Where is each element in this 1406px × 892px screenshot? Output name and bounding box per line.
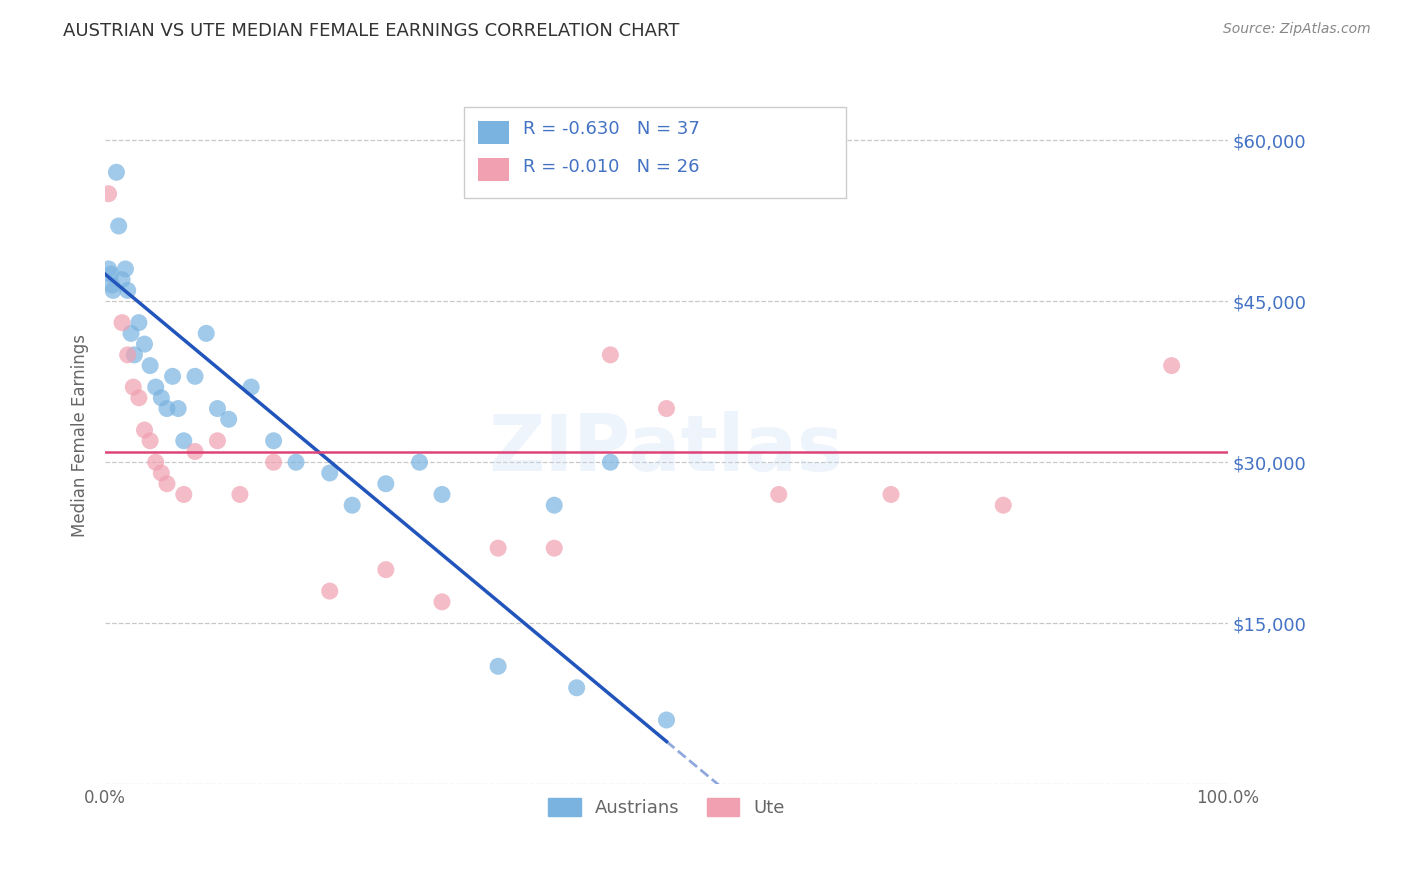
Point	[128, 391, 150, 405]
Point	[263, 455, 285, 469]
Point	[128, 316, 150, 330]
Point	[139, 359, 162, 373]
Point	[430, 487, 453, 501]
Point	[101, 284, 124, 298]
Point	[319, 584, 342, 599]
Point	[107, 219, 129, 233]
Point	[993, 498, 1015, 512]
Point	[173, 487, 195, 501]
Point	[430, 595, 453, 609]
Point	[156, 476, 179, 491]
Point	[218, 412, 240, 426]
Point	[768, 487, 790, 501]
Point	[880, 487, 903, 501]
Point	[599, 348, 621, 362]
Point	[117, 284, 139, 298]
Point	[655, 401, 678, 416]
Point	[173, 434, 195, 448]
Point	[263, 434, 285, 448]
Point	[134, 423, 156, 437]
Point	[167, 401, 190, 416]
Point	[139, 434, 162, 448]
Text: R = -0.630   N = 37: R = -0.630 N = 37	[523, 120, 700, 138]
Point	[134, 337, 156, 351]
Point	[101, 278, 124, 293]
Point	[156, 401, 179, 416]
Point	[207, 434, 229, 448]
Point	[565, 681, 588, 695]
Point	[97, 261, 120, 276]
Point	[124, 348, 146, 362]
Point	[229, 487, 252, 501]
Text: AUSTRIAN VS UTE MEDIAN FEMALE EARNINGS CORRELATION CHART: AUSTRIAN VS UTE MEDIAN FEMALE EARNINGS C…	[63, 22, 679, 40]
Point	[285, 455, 308, 469]
Point	[543, 541, 565, 556]
Point	[374, 563, 396, 577]
Point	[486, 541, 509, 556]
Point	[114, 261, 136, 276]
Y-axis label: Median Female Earnings: Median Female Earnings	[72, 334, 89, 537]
Point	[105, 165, 128, 179]
Text: Source: ZipAtlas.com: Source: ZipAtlas.com	[1223, 22, 1371, 37]
Point	[120, 326, 142, 341]
Point	[543, 498, 565, 512]
Point	[111, 273, 134, 287]
Point	[111, 316, 134, 330]
Point	[145, 455, 167, 469]
Point	[240, 380, 263, 394]
Point	[100, 268, 122, 282]
Legend: Austrians, Ute: Austrians, Ute	[541, 791, 792, 824]
Point	[184, 444, 207, 458]
Point	[117, 348, 139, 362]
Point	[150, 466, 173, 480]
Point	[150, 391, 173, 405]
Point	[162, 369, 184, 384]
FancyBboxPatch shape	[478, 121, 509, 144]
Point	[599, 455, 621, 469]
Point	[145, 380, 167, 394]
Point	[319, 466, 342, 480]
Point	[486, 659, 509, 673]
FancyBboxPatch shape	[478, 158, 509, 180]
Text: R = -0.010   N = 26: R = -0.010 N = 26	[523, 158, 699, 176]
FancyBboxPatch shape	[464, 107, 846, 198]
Point	[408, 455, 430, 469]
Point	[195, 326, 218, 341]
Point	[374, 476, 396, 491]
Point	[184, 369, 207, 384]
Point	[122, 380, 145, 394]
Point	[207, 401, 229, 416]
Point	[97, 186, 120, 201]
Text: ZIPatlas: ZIPatlas	[489, 411, 844, 487]
Point	[340, 498, 363, 512]
Point	[1160, 359, 1182, 373]
Point	[655, 713, 678, 727]
